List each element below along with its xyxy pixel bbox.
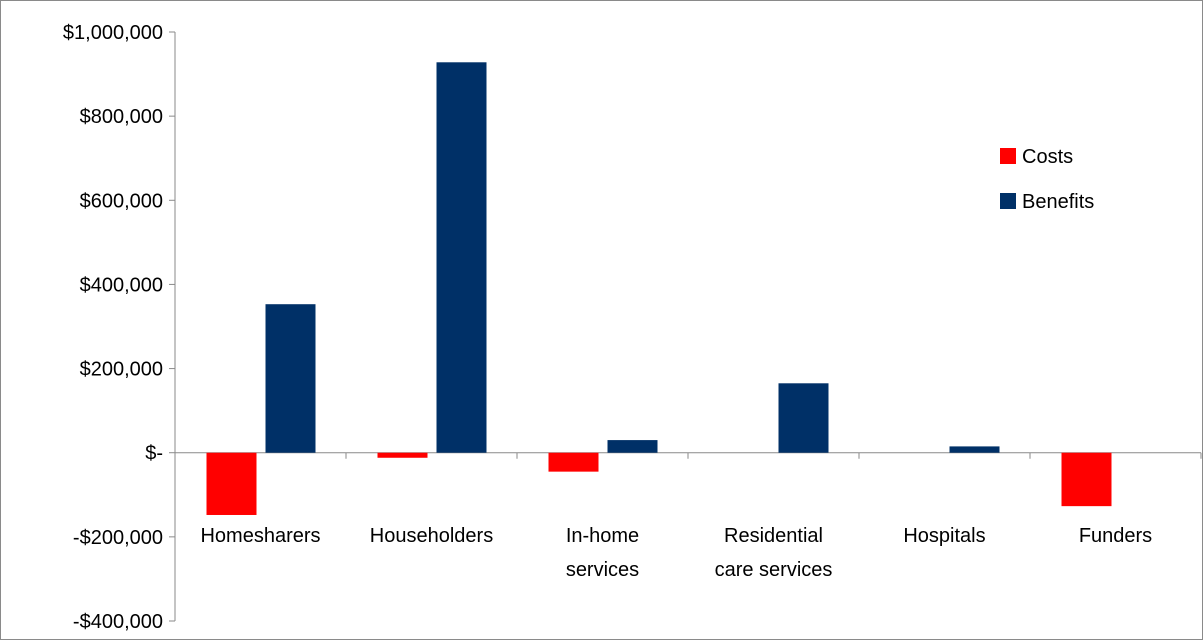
y-tick-label: $- <box>145 443 163 465</box>
bar-benefits <box>607 440 658 453</box>
bar-benefits <box>778 383 829 453</box>
x-category-label: Residential <box>724 525 823 547</box>
bar-costs <box>206 452 257 515</box>
legend-swatch-benefits <box>1000 193 1016 209</box>
x-category-label: services <box>566 559 639 581</box>
bar-costs <box>377 452 428 458</box>
y-tick-label: $200,000 <box>80 359 163 381</box>
legend: Costs Benefits <box>1000 146 1094 213</box>
y-tick-label: -$400,000 <box>73 611 163 633</box>
labels: $1,000,000 $800,000 $600,000 $400,000 $200,0… <box>63 22 1152 633</box>
x-category-label: Householders <box>370 525 493 547</box>
bar-benefits <box>265 304 316 453</box>
y-tick-label: $600,000 <box>80 190 163 212</box>
x-category-label: Funders <box>1079 525 1152 547</box>
axes <box>169 31 1202 622</box>
bar-benefits <box>949 446 1000 453</box>
legend-label-benefits: Benefits <box>1022 191 1094 213</box>
legend-label-costs: Costs <box>1022 146 1073 168</box>
y-tick-label: $1,000,000 <box>63 22 163 44</box>
y-tick-label: $400,000 <box>80 274 163 296</box>
x-category-label: care services <box>715 559 833 581</box>
y-tick-label: -$200,000 <box>73 527 163 549</box>
legend-swatch-costs <box>1000 148 1016 164</box>
bar-benefits <box>436 62 487 453</box>
x-category-label: Hospitals <box>903 525 985 547</box>
bars <box>206 62 1112 515</box>
bar-costs <box>1061 452 1112 507</box>
x-category-label: In-home <box>566 525 639 547</box>
y-tick-label: $800,000 <box>80 106 163 128</box>
x-category-label: Homesharers <box>200 525 320 547</box>
bar-costs <box>548 452 599 472</box>
